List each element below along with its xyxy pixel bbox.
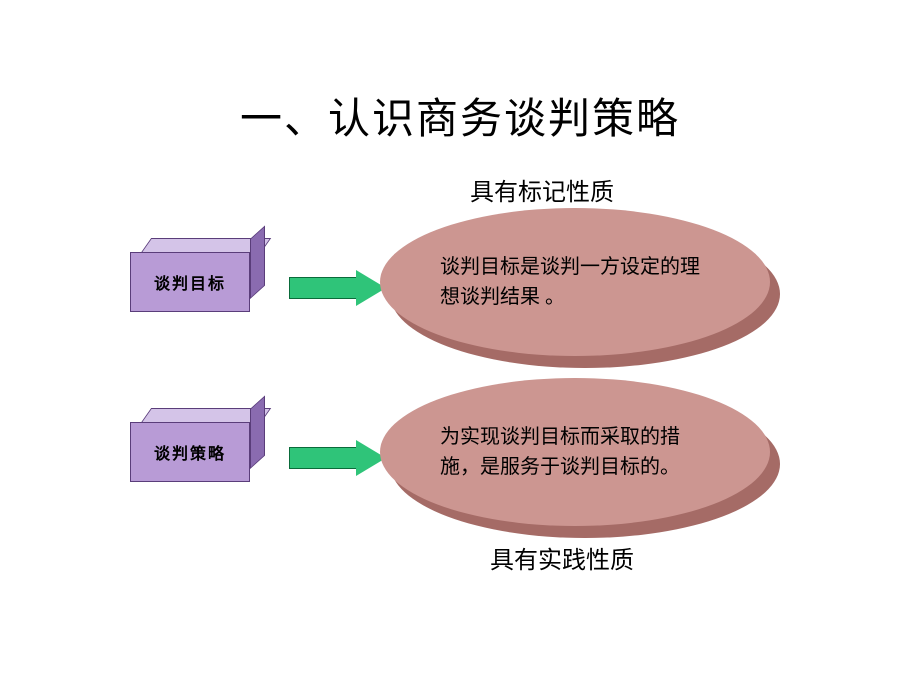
diagram-row: 谈判目标 谈判目标是谈判一方设定的理想谈判结果 。 — [130, 220, 830, 360]
box-3d: 谈判策略 — [130, 422, 250, 482]
box-label: 谈判目标 — [154, 270, 226, 294]
ellipse-text: 为实现谈判目标而采取的措施，是服务于谈判目标的。 — [440, 422, 710, 482]
arrow-shaft — [290, 278, 358, 298]
arrow-icon — [290, 270, 390, 306]
ellipse-main: 谈判目标是谈判一方设定的理想谈判结果 。 — [380, 208, 770, 356]
box-3d: 谈判目标 — [130, 252, 250, 312]
top-annotation: 具有标记性质 — [470, 172, 614, 207]
box-side-face — [250, 395, 265, 469]
bottom-annotation: 具有实践性质 — [490, 540, 634, 575]
ellipse: 为实现谈判目标而采取的措施，是服务于谈判目标的。 — [380, 378, 770, 533]
box-side-face — [250, 225, 265, 299]
arrow-shaft — [290, 448, 358, 468]
slide-title: 一、认识商务谈判策略 — [0, 85, 920, 146]
ellipse-main: 为实现谈判目标而采取的措施，是服务于谈判目标的。 — [380, 378, 770, 526]
diagram-row: 谈判策略 为实现谈判目标而采取的措施，是服务于谈判目标的。 — [130, 390, 830, 530]
box-label: 谈判策略 — [154, 440, 226, 464]
box-front-face: 谈判策略 — [130, 422, 250, 482]
ellipse: 谈判目标是谈判一方设定的理想谈判结果 。 — [380, 208, 770, 363]
ellipse-text: 谈判目标是谈判一方设定的理想谈判结果 。 — [440, 252, 710, 312]
arrow-icon — [290, 440, 390, 476]
box-front-face: 谈判目标 — [130, 252, 250, 312]
